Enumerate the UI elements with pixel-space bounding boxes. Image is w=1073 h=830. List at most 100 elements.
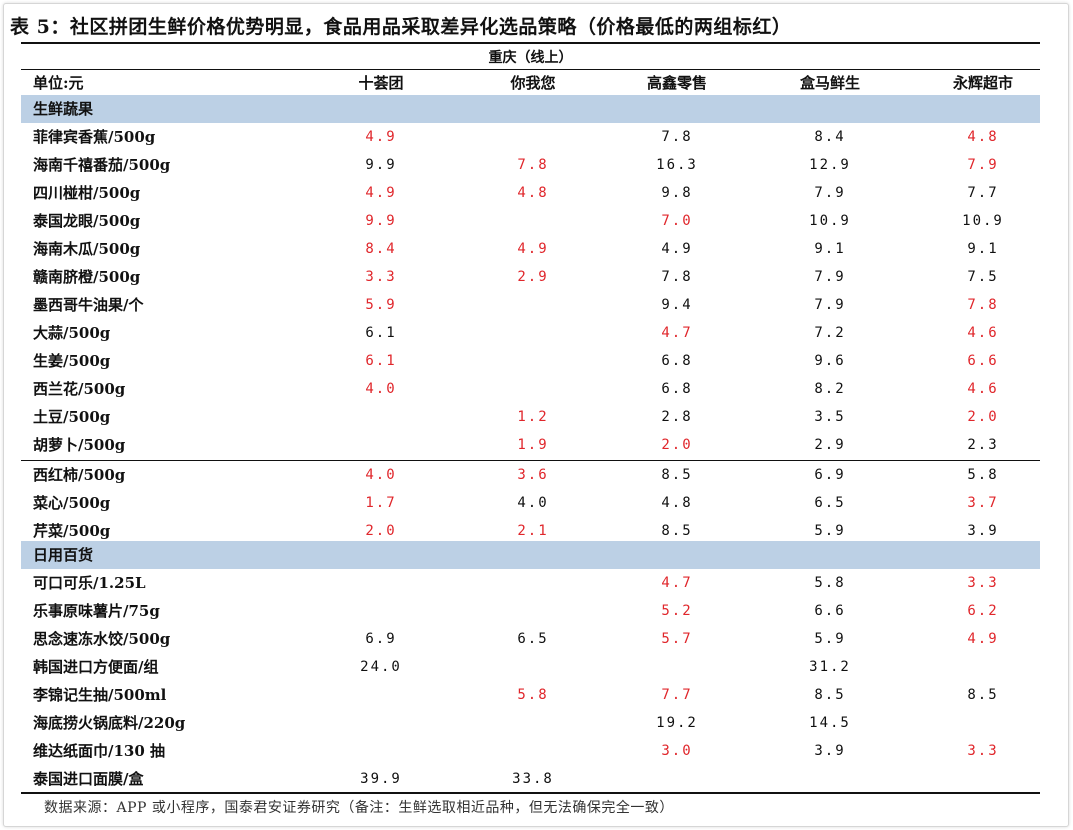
price-cell: 5.2 (661, 603, 693, 619)
price-cell: 7.9 (814, 269, 846, 285)
price-cell: 3.5 (814, 409, 846, 425)
price-cell: 4.6 (967, 325, 999, 341)
price-cell: 24.0 (360, 659, 402, 675)
price-cell: 3.9 (814, 743, 846, 759)
table-row: 赣南脐橙/500g 3.3 2.9 7.8 7.9 7.5 (21, 263, 1040, 291)
item-name: 胡萝卜/500g (33, 436, 126, 454)
col-header-4: 盒马鲜生 (799, 74, 860, 92)
price-cell: 5.8 (814, 575, 846, 591)
price-cell: 4.9 (517, 241, 549, 257)
price-cell: 6.1 (365, 353, 397, 369)
table-row: 芹菜/500g 2.0 2.1 8.5 5.9 3.9 (21, 517, 1040, 545)
price-cell: 6.8 (661, 381, 693, 397)
price-cell: 2.0 (661, 437, 693, 453)
price-cell: 4.0 (517, 495, 549, 511)
price-cell: 2.9 (517, 269, 549, 285)
price-cell: 6.9 (365, 631, 397, 647)
price-cell: 3.3 (967, 743, 999, 759)
price-cell: 8.5 (814, 687, 846, 703)
price-cell: 19.2 (656, 715, 698, 731)
section-label: 生鲜蔬果 (33, 100, 94, 118)
price-cell: 5.8 (517, 687, 549, 703)
price-cell: 10.9 (809, 213, 851, 229)
price-cell: 6.8 (661, 353, 693, 369)
price-cell: 5.9 (365, 297, 397, 313)
price-cell: 9.1 (814, 241, 846, 257)
table-row: 四川椪柑/500g 4.9 4.8 9.8 7.9 7.7 (21, 179, 1040, 207)
price-cell: 16.3 (656, 157, 698, 173)
price-cell: 6.5 (814, 495, 846, 511)
table-row: 西红柿/500g 4.0 3.6 8.5 6.9 5.8 (21, 461, 1040, 489)
price-cell: 7.5 (967, 269, 999, 285)
item-name: 泰国龙眼/500g (33, 212, 141, 230)
price-cell: 9.4 (661, 297, 693, 313)
price-cell: 9.9 (365, 213, 397, 229)
item-name: 李锦记生抽/500ml (33, 686, 167, 704)
price-cell: 8.5 (661, 467, 693, 483)
price-cell: 7.9 (814, 185, 846, 201)
price-cell: 5.7 (661, 631, 693, 647)
price-cell: 6.5 (517, 631, 549, 647)
price-cell: 1.7 (365, 495, 397, 511)
price-cell: 2.0 (967, 409, 999, 425)
price-cell: 4.0 (365, 381, 397, 397)
col-header-3: 高鑫零售 (646, 74, 707, 92)
price-cell: 6.6 (967, 353, 999, 369)
table-row: 土豆/500g 1.2 2.8 3.5 2.0 (21, 403, 1040, 431)
table-row: 乐事原味薯片/75g 5.2 6.6 6.2 (21, 597, 1040, 625)
table-row: 韩国进口方便面/组 24.0 31.2 (21, 653, 1040, 681)
unit-label: 单位:元 (33, 74, 84, 92)
page-frame (3, 3, 1069, 827)
col-header-5: 永辉超市 (952, 74, 1013, 92)
price-cell: 2.1 (517, 523, 549, 539)
bottom-rule (21, 792, 1040, 794)
price-cell: 8.4 (814, 129, 846, 145)
price-cell: 2.3 (967, 437, 999, 453)
item-name: 可口可乐/1.25L (33, 574, 146, 592)
region-rule (21, 69, 1040, 70)
header-row: 单位:元 十荟团 你我您 高鑫零售 盒马鲜生 永辉超市 (21, 72, 1040, 94)
item-name: 思念速冻水饺/500g (33, 630, 171, 648)
price-cell: 8.4 (365, 241, 397, 257)
price-cell: 4.9 (661, 241, 693, 257)
item-name: 生姜/500g (33, 352, 111, 370)
table-row: 李锦记生抽/500ml 5.8 7.7 8.5 8.5 (21, 681, 1040, 709)
section-label: 日用百货 (33, 546, 94, 564)
item-name: 海南千禧番茄/500g (33, 156, 171, 174)
price-cell: 4.8 (661, 495, 693, 511)
price-cell: 31.2 (809, 659, 851, 675)
group-divider (21, 460, 1040, 461)
table-row: 生姜/500g 6.1 6.8 9.6 6.6 (21, 347, 1040, 375)
price-cell: 1.9 (517, 437, 549, 453)
table-row: 泰国进口面膜/盒 39.9 33.8 (21, 765, 1040, 793)
price-cell: 14.5 (809, 715, 851, 731)
price-cell: 7.7 (967, 185, 999, 201)
table-row: 海底捞火锅底料/220g 19.2 14.5 (21, 709, 1040, 737)
section-header: 日用百货 (21, 541, 1040, 569)
item-name: 乐事原味薯片/75g (33, 602, 160, 620)
section-header: 生鲜蔬果 (21, 95, 1040, 123)
price-cell: 4.9 (967, 631, 999, 647)
item-name: 维达纸面巾/130 抽 (33, 742, 166, 760)
price-cell: 7.0 (661, 213, 693, 229)
price-cell: 9.1 (967, 241, 999, 257)
source-note: 数据来源：APP 或小程序，国泰君安证券研究（备注：生鲜选取相近品种，但无法确保… (44, 800, 674, 816)
table-row: 思念速冻水饺/500g 6.9 6.5 5.7 5.9 4.9 (21, 625, 1040, 653)
price-cell: 6.6 (814, 603, 846, 619)
item-name: 菲律宾香蕉/500g (33, 128, 156, 146)
price-cell: 4.7 (661, 575, 693, 591)
price-cell: 7.8 (661, 269, 693, 285)
price-cell: 33.8 (512, 771, 554, 787)
price-cell: 4.9 (365, 185, 397, 201)
price-cell: 4.0 (365, 467, 397, 483)
price-cell: 2.0 (365, 523, 397, 539)
price-cell: 7.8 (967, 297, 999, 313)
table-row: 西兰花/500g 4.0 6.8 8.2 4.6 (21, 375, 1040, 403)
price-cell: 3.9 (967, 523, 999, 539)
price-cell: 9.9 (365, 157, 397, 173)
price-cell: 7.8 (517, 157, 549, 173)
item-name: 芹菜/500g (33, 522, 111, 540)
item-name: 海南木瓜/500g (33, 240, 141, 258)
table-row: 海南千禧番茄/500g 9.9 7.8 16.3 12.9 7.9 (21, 151, 1040, 179)
price-cell: 7.9 (814, 297, 846, 313)
